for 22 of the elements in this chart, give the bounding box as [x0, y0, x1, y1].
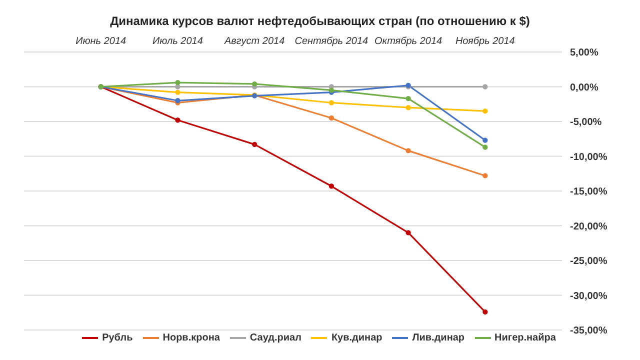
x-tick-label: Ноябрь 2014 — [455, 36, 516, 47]
y-tick-label: 0,00% — [570, 82, 598, 94]
y-tick-label: -10,00% — [570, 152, 608, 163]
x-tick-label: Июль 2014 — [152, 36, 204, 47]
y-tick-label: -20,00% — [570, 221, 608, 232]
y-tick-label: -15,00% — [570, 186, 608, 198]
x-tick-label: Сентябрь 2014 — [294, 36, 369, 47]
y-tick-label: -25,00% — [570, 256, 608, 268]
x-tick-label: Июнь 2014 — [76, 36, 127, 47]
legend-label: Рубль — [102, 332, 133, 344]
y-tick-label: 5,00% — [570, 48, 598, 59]
x-tick-label: Август 2014 — [223, 36, 286, 47]
legend-label: Сауд.риал — [250, 332, 302, 344]
y-tick-label: -35,00% — [570, 326, 608, 337]
legend-label: Лив.динар — [412, 332, 465, 344]
legend-label: Нигер.найра — [494, 332, 556, 344]
legend-label: Норв.крона — [162, 332, 220, 344]
x-tick-label: Октябрь 2014 — [374, 36, 443, 47]
chart-title: Динамика курсов валют нефтедобывающих стран (по отношению к $) — [109, 13, 531, 28]
legend-label: Кув.динар — [331, 332, 382, 344]
y-tick-label: -5,00% — [570, 117, 602, 128]
y-tick-label: -30,00% — [570, 290, 608, 302]
